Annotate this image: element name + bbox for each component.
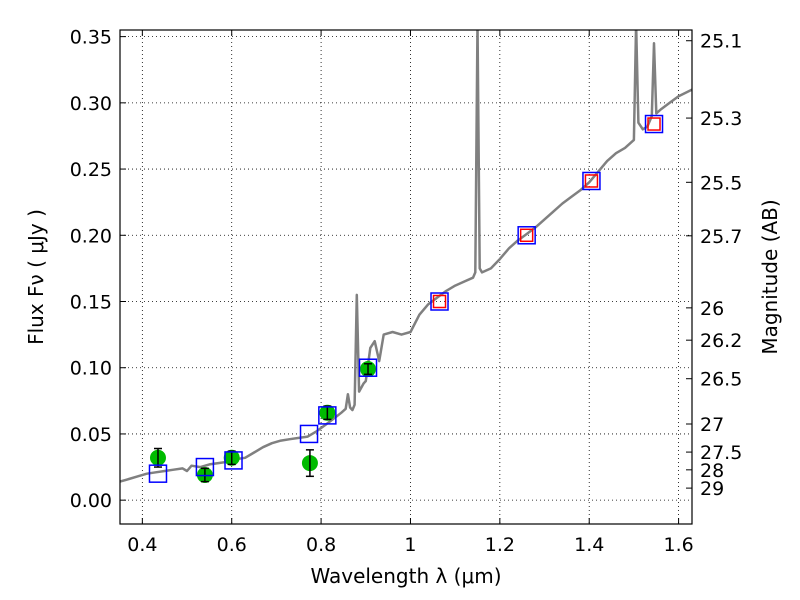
y-tick-label: 0.25 <box>70 159 112 181</box>
magnitude-tick-label: 28 <box>700 460 724 482</box>
x-tick-label: 0.8 <box>306 534 336 556</box>
model-point-small <box>432 294 447 309</box>
y-tick-label: 0.30 <box>70 93 112 115</box>
magnitude-tick-label: 29 <box>700 478 724 500</box>
model-point-small <box>647 117 661 131</box>
model-point-large <box>644 114 664 134</box>
plot-area <box>120 30 692 483</box>
x-tick-label: 1 <box>404 534 416 556</box>
model-point-large <box>224 451 243 470</box>
x-tick-label: 1.4 <box>574 534 604 556</box>
model-point-small <box>584 174 599 188</box>
y-tick-label: 0.35 <box>70 27 112 49</box>
model-point-large <box>148 464 168 483</box>
y-axis-title: Flux Fν ( μJy ) <box>24 209 48 345</box>
magnitude-tick-label: 27 <box>700 414 724 436</box>
y-tick-label: 0.20 <box>70 225 112 247</box>
model-point-large <box>430 292 449 311</box>
plot-frame <box>119 29 693 525</box>
x-tick-label: 0.6 <box>217 534 247 556</box>
model-point-large <box>358 358 378 377</box>
y-tick-label: 0.10 <box>70 358 112 380</box>
magnitude-tick-label: 25.1 <box>700 31 742 53</box>
x-tick-label: 0.4 <box>127 534 157 556</box>
y-tick-label: 0.00 <box>70 490 112 512</box>
magnitude-tick-label: 25.3 <box>700 108 742 130</box>
y-axis: 0.00 0.05 0.10 0.15 0.20 0.25 0.30 0.35 <box>70 27 126 512</box>
model-point-large <box>582 171 601 191</box>
magnitude-tick-label: 25.5 <box>700 172 742 194</box>
grid-lines <box>120 30 692 524</box>
y-tick-label: 0.05 <box>70 424 112 446</box>
model-point-large <box>517 226 536 245</box>
x-tick-label: 1.6 <box>663 534 693 556</box>
magnitude-tick-label: 25.7 <box>700 226 742 248</box>
x-tick-label: 1.2 <box>485 534 515 556</box>
model-point-small <box>519 228 534 243</box>
magnitude-tick-label: 26.5 <box>700 369 742 391</box>
model-point-large <box>318 406 337 425</box>
magnitude-tick-label: 26.2 <box>700 330 742 352</box>
magnitude-tick-label: 27.5 <box>700 442 742 464</box>
model-spectrum-line <box>120 30 692 483</box>
model-point-large <box>195 457 215 477</box>
model-point-large <box>299 424 319 444</box>
y-tick-label: 0.15 <box>70 292 112 314</box>
magnitude-tick-label: 26 <box>700 298 724 320</box>
x-axis-title: Wavelength λ (μm) <box>310 564 501 588</box>
x-axis: 0.4 0.6 0.8 1 1.2 1.4 1.6 <box>127 30 694 556</box>
magnitude-axis-title: Magnitude (AB) <box>758 199 782 354</box>
